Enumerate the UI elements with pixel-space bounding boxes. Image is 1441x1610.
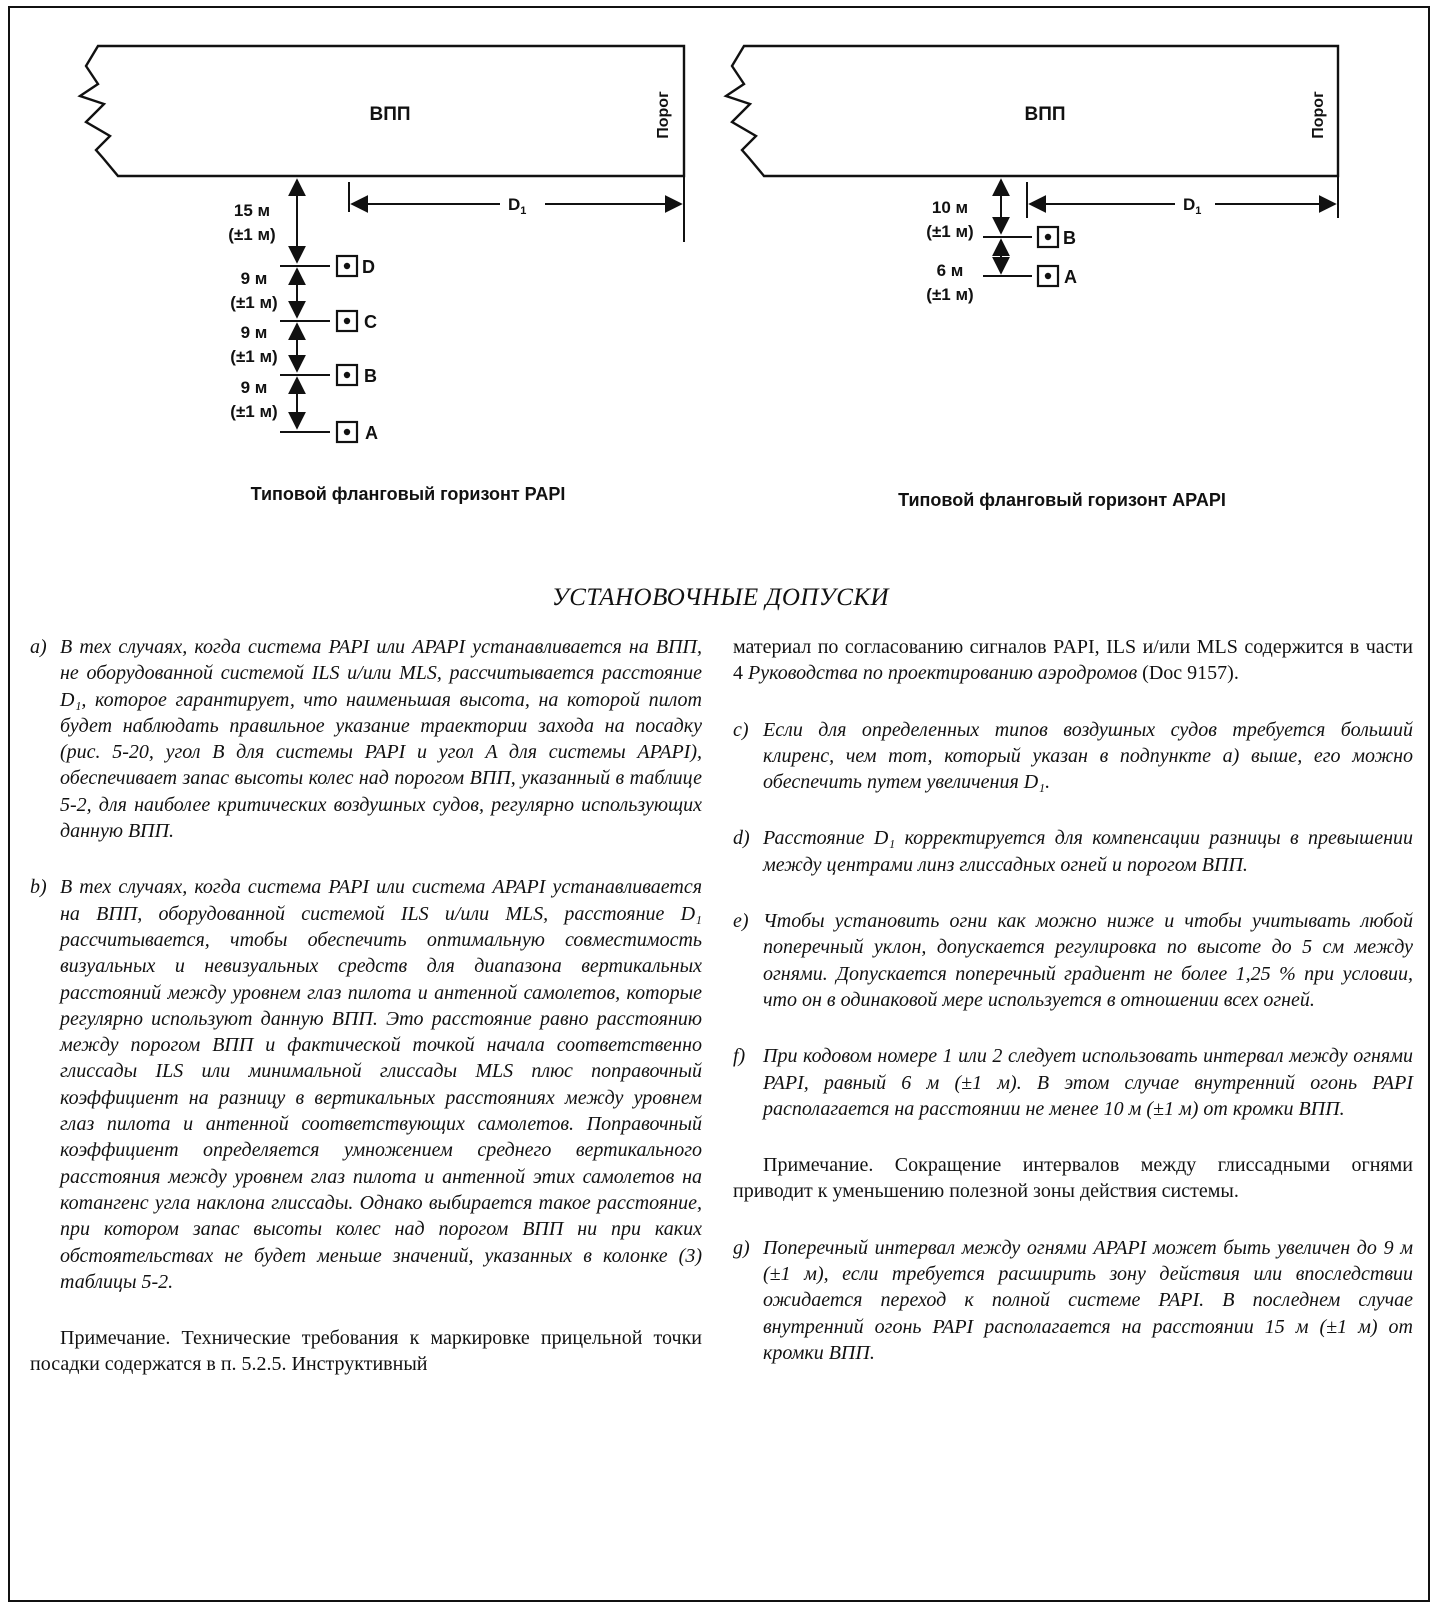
continuation-text: материал по согласованию сигналов PAPI, … <box>733 636 1413 685</box>
continuation-paragraph: материал по согласованию сигналов PAPI, … <box>733 634 1413 687</box>
figure: ВПП Порог D1 15 м (±1 м) 9 м (±1 м) 9 м … <box>77 44 1340 510</box>
apapi-caption: Типовой фланговый горизонт APAPI <box>898 490 1226 510</box>
papi-light-c-icon <box>335 309 359 333</box>
apapi-d1-label: D1 <box>1183 195 1201 217</box>
apapi-spacing-1-value: 10 м <box>932 198 968 217</box>
papi-light-b-label: B <box>364 366 377 386</box>
papi-light-c-label: C <box>364 312 377 332</box>
doc-title: Руководства по проектированию аэродромов <box>748 662 1138 685</box>
apapi-light-b-label: B <box>1063 228 1076 248</box>
note-paragraph: Примечание. Технические требования к мар… <box>30 1327 702 1376</box>
papi-spacing-3-tol: (±1 м) <box>230 347 277 366</box>
papi-spacing-3-value: 9 м <box>241 323 268 342</box>
item-marker: a) <box>30 636 47 658</box>
list-item-b: b) В тех случаях, когда система PAPI или… <box>30 874 702 1295</box>
apapi-light-a-label: A <box>1064 267 1077 287</box>
papi-caption: Типовой фланговый горизонт PAPI <box>251 484 566 504</box>
apapi-diagram: ВПП Порог D1 10 м (±1 м) 6 м (±1 м) B A … <box>723 44 1340 510</box>
section-heading: УСТАНОВОЧНЫЕ ДОПУСКИ <box>551 584 890 611</box>
apapi-light-a-dot <box>1044 272 1052 280</box>
papi-threshold-label: Порог <box>655 91 672 139</box>
item-text: В тех случаях, когда система PAPI или AP… <box>60 636 702 843</box>
list-item-e: e) Чтобы установить огни как можно ниже … <box>733 908 1413 1013</box>
item-text: В тех случаях, когда система PAPI или си… <box>60 876 702 1293</box>
papi-spacing-2-value: 9 м <box>241 269 268 288</box>
papi-diagram: ВПП Порог D1 15 м (±1 м) 9 м (±1 м) 9 м … <box>77 44 686 504</box>
continuation-end: (Doc 9157). <box>1137 662 1239 685</box>
note-paragraph: Примечание. Сокращение интервалов между … <box>733 1154 1413 1203</box>
item-marker: g) <box>733 1236 750 1259</box>
papi-spacing-4-tol: (±1 м) <box>230 402 277 421</box>
item-text: При кодовом номере 1 или 2 следует испол… <box>763 1045 1413 1120</box>
list-item-c: c) Если для определенных типов воздушных… <box>733 717 1413 796</box>
list-item-g: g) Поперечный интервал между огнями APAP… <box>733 1235 1413 1366</box>
item-marker: f) <box>733 1045 746 1068</box>
papi-light-d-label: D <box>362 257 375 277</box>
apapi-light-b-icon <box>1036 225 1060 249</box>
papi-runway-label: ВПП <box>369 104 410 125</box>
item-text: Если для определенных типов воздушных су… <box>763 718 1413 794</box>
papi-light-a-icon <box>335 420 359 444</box>
apapi-light-b-dot <box>1044 233 1052 241</box>
item-text: Чтобы установить огни как можно ниже и ч… <box>763 910 1413 1011</box>
papi-d1-label: D1 <box>508 195 526 217</box>
right-column: материал по согласованию сигналов PAPI, … <box>733 634 1413 1396</box>
papi-light-b-dot <box>343 371 351 379</box>
list-item-a: a) В тех случаях, когда система PAPI или… <box>30 634 702 844</box>
papi-spacing-1-value: 15 м <box>234 201 270 220</box>
item-marker: c) <box>733 718 749 741</box>
papi-light-c-dot <box>343 317 351 325</box>
list-item-f: f) При кодовом номере 1 или 2 следует ис… <box>733 1043 1413 1122</box>
item-marker: e) <box>733 910 749 933</box>
apapi-spacing-1-tol: (±1 м) <box>926 222 973 241</box>
papi-light-a-label: A <box>365 423 378 443</box>
left-column: a) В тех случаях, когда система PAPI или… <box>30 634 702 1408</box>
item-marker: d) <box>733 827 750 850</box>
apapi-runway-label: ВПП <box>1024 104 1065 125</box>
papi-spacing-2-tol: (±1 м) <box>230 293 277 312</box>
papi-light-a-dot <box>343 428 351 436</box>
apapi-spacing-2-value: 6 м <box>937 261 964 280</box>
papi-spacing-1-tol: (±1 м) <box>228 225 275 244</box>
page-frame <box>8 6 1430 1602</box>
item-text: Расстояние D₁ корректируется для компенс… <box>763 827 1413 876</box>
item-text: Поперечный интервал между огнями APAPI м… <box>763 1236 1413 1364</box>
item-marker: b) <box>30 876 47 899</box>
papi-light-b-icon <box>335 363 359 387</box>
apapi-threshold-label: Порог <box>1310 91 1327 139</box>
list-item-d: d) Расстояние D₁ корректируется для комп… <box>733 825 1413 878</box>
papi-spacing-4-value: 9 м <box>241 378 268 397</box>
papi-light-d-dot <box>343 262 351 270</box>
papi-light-d-icon <box>335 254 359 278</box>
apapi-light-a-icon <box>1036 264 1060 288</box>
apapi-spacing-2-tol: (±1 м) <box>926 285 973 304</box>
